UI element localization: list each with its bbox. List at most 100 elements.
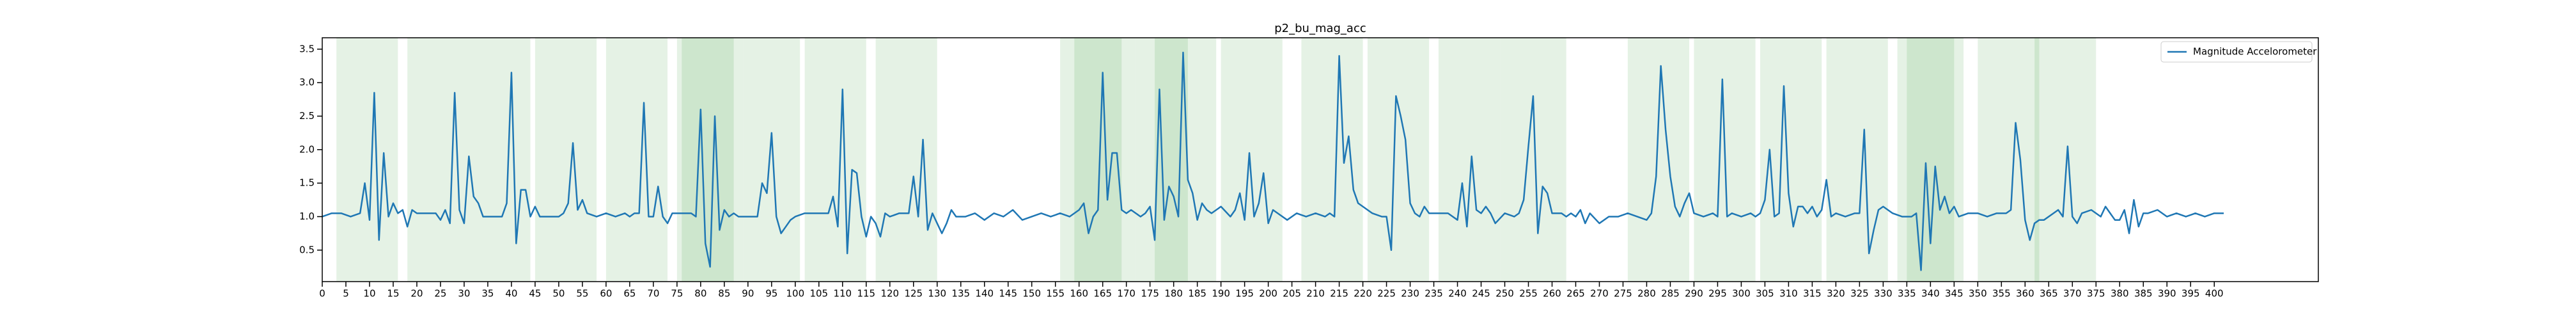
x-tick-label: 50 bbox=[552, 288, 565, 300]
x-tick-label: 210 bbox=[1306, 288, 1325, 300]
x-tick-label: 245 bbox=[1472, 288, 1490, 300]
x-tick-label: 380 bbox=[2111, 288, 2129, 300]
x-tick-label: 265 bbox=[1566, 288, 1585, 300]
x-tick-label: 235 bbox=[1425, 288, 1443, 300]
highlight-span bbox=[1897, 38, 1955, 282]
highlight-span bbox=[1978, 38, 2040, 282]
y-tick-label: 1.0 bbox=[299, 211, 315, 222]
highlight-span bbox=[605, 38, 668, 282]
x-tick-label: 110 bbox=[833, 288, 852, 300]
data-line bbox=[322, 51, 2224, 271]
x-tick-label: 200 bbox=[1259, 288, 1277, 300]
x-tick-label: 360 bbox=[2016, 288, 2034, 300]
x-tick-label: 45 bbox=[529, 288, 541, 300]
highlight-span bbox=[682, 38, 744, 282]
y-tick-label: 2.5 bbox=[299, 110, 315, 122]
highlight-span bbox=[1500, 38, 1566, 282]
highlight-span bbox=[407, 38, 469, 282]
x-tick-label: 295 bbox=[1708, 288, 1727, 300]
y-tick-label: 3.5 bbox=[299, 43, 315, 54]
legend-label: Magnitude Accelorometer bbox=[2193, 46, 2317, 58]
x-tick-label: 305 bbox=[1756, 288, 1774, 300]
x-tick-label: 130 bbox=[928, 288, 946, 300]
plot-frame bbox=[322, 37, 2319, 282]
highlight-span bbox=[1907, 38, 1964, 282]
x-tick-label: 150 bbox=[1022, 288, 1041, 300]
x-tick-label: 0 bbox=[319, 288, 325, 300]
x-tick-label: 5 bbox=[343, 288, 349, 300]
highlight-span bbox=[1301, 38, 1363, 282]
x-tick-label: 395 bbox=[2182, 288, 2200, 300]
x-tick-label: 290 bbox=[1685, 288, 1703, 300]
x-tick-label: 260 bbox=[1543, 288, 1561, 300]
x-tick-label: 280 bbox=[1637, 288, 1656, 300]
x-tick-label: 190 bbox=[1212, 288, 1230, 300]
x-tick-label: 145 bbox=[999, 288, 1017, 300]
x-tick-label: 285 bbox=[1661, 288, 1680, 300]
x-tick-label: 185 bbox=[1188, 288, 1206, 300]
x-tick-label: 55 bbox=[576, 288, 588, 300]
x-tick-label: 115 bbox=[857, 288, 875, 300]
x-tick-label: 230 bbox=[1401, 288, 1419, 300]
x-tick-label: 220 bbox=[1354, 288, 1372, 300]
x-tick-label: 310 bbox=[1779, 288, 1798, 300]
x-tick-label: 400 bbox=[2205, 288, 2224, 300]
x-tick-label: 160 bbox=[1070, 288, 1088, 300]
x-tick-label: 10 bbox=[363, 288, 375, 300]
x-tick-label: 225 bbox=[1377, 288, 1396, 300]
x-tick-label: 95 bbox=[765, 288, 777, 300]
x-tick-label: 315 bbox=[1803, 288, 1822, 300]
highlight-span bbox=[804, 38, 866, 282]
x-tick-label: 65 bbox=[623, 288, 636, 300]
highlight-span bbox=[336, 38, 398, 282]
x-tick-label: 120 bbox=[880, 288, 899, 300]
x-tick-label: 195 bbox=[1235, 288, 1254, 300]
y-tick-label: 2.0 bbox=[299, 143, 315, 155]
x-tick-label: 140 bbox=[975, 288, 994, 300]
x-tick-label: 300 bbox=[1732, 288, 1751, 300]
x-tick-label: 165 bbox=[1093, 288, 1112, 300]
x-tick-label: 340 bbox=[1921, 288, 1940, 300]
x-tick-label: 215 bbox=[1330, 288, 1348, 300]
x-tick-label: 375 bbox=[2087, 288, 2105, 300]
x-tick-label: 60 bbox=[600, 288, 612, 300]
x-tick-label: 135 bbox=[951, 288, 970, 300]
x-tick-label: 70 bbox=[647, 288, 659, 300]
highlight-span bbox=[2034, 38, 2096, 282]
x-tick-label: 370 bbox=[2063, 288, 2082, 300]
x-tick-label: 390 bbox=[2158, 288, 2176, 300]
x-tick-label: 100 bbox=[786, 288, 804, 300]
x-tick-label: 330 bbox=[1874, 288, 1893, 300]
x-tick-label: 125 bbox=[904, 288, 923, 300]
x-tick-label: 270 bbox=[1590, 288, 1609, 300]
highlight-span bbox=[469, 38, 531, 282]
x-tick-label: 250 bbox=[1495, 288, 1514, 300]
chart-title: p2_bu_mag_acc bbox=[1274, 22, 1366, 35]
x-tick-label: 80 bbox=[694, 288, 706, 300]
x-tick-label: 320 bbox=[1827, 288, 1845, 300]
highlight-span bbox=[743, 38, 800, 282]
x-tick-label: 20 bbox=[410, 288, 423, 300]
highlight-span bbox=[1367, 38, 1430, 282]
highlight-span bbox=[535, 38, 597, 282]
x-tick-label: 35 bbox=[481, 288, 494, 300]
highlight-span bbox=[1155, 38, 1217, 282]
x-tick-label: 325 bbox=[1850, 288, 1869, 300]
y-tick-label: 3.0 bbox=[299, 77, 315, 88]
y-tick-label: 0.5 bbox=[299, 244, 315, 255]
x-tick-label: 335 bbox=[1898, 288, 1916, 300]
x-tick-label: 275 bbox=[1614, 288, 1632, 300]
x-tick-label: 85 bbox=[718, 288, 730, 300]
x-tick-label: 155 bbox=[1046, 288, 1065, 300]
x-tick-label: 255 bbox=[1519, 288, 1538, 300]
x-tick-label: 345 bbox=[1945, 288, 1963, 300]
x-tick-label: 175 bbox=[1141, 288, 1159, 300]
x-tick-label: 30 bbox=[458, 288, 470, 300]
x-tick-label: 355 bbox=[1992, 288, 2011, 300]
x-tick-label: 105 bbox=[809, 288, 828, 300]
x-tick-label: 180 bbox=[1164, 288, 1183, 300]
x-tick-label: 75 bbox=[671, 288, 683, 300]
y-tick-label: 1.5 bbox=[299, 177, 315, 189]
